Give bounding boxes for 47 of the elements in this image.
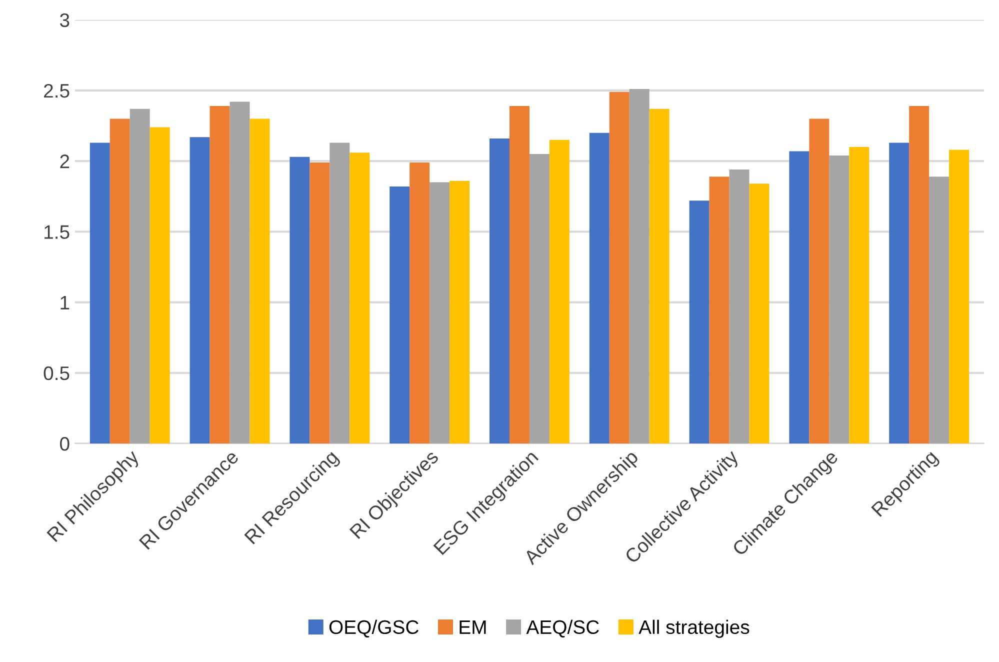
legend-label: AEQ/SC bbox=[526, 620, 599, 638]
bar bbox=[90, 142, 110, 444]
legend-label: OEQ/GSC bbox=[329, 620, 419, 638]
legend-label: All strategies bbox=[638, 620, 750, 638]
bar bbox=[649, 108, 670, 444]
bar bbox=[230, 102, 250, 444]
bar bbox=[410, 162, 430, 444]
bar bbox=[190, 137, 210, 444]
bar bbox=[529, 154, 550, 444]
bar bbox=[490, 138, 510, 444]
bar bbox=[709, 176, 730, 444]
bar bbox=[310, 162, 330, 444]
legend-label: EM bbox=[460, 620, 486, 634]
bar bbox=[430, 182, 450, 444]
bar bbox=[809, 118, 830, 444]
bar bbox=[589, 132, 610, 444]
y-tick-label: 1 bbox=[60, 296, 70, 310]
bar bbox=[110, 118, 130, 444]
bar bbox=[689, 200, 710, 444]
bar bbox=[250, 118, 270, 444]
bar bbox=[350, 152, 370, 444]
bar bbox=[290, 156, 310, 444]
bar bbox=[609, 92, 630, 444]
bar bbox=[450, 180, 470, 444]
bar bbox=[829, 155, 850, 444]
bar bbox=[330, 142, 350, 444]
bar bbox=[889, 142, 910, 444]
bar bbox=[390, 186, 410, 444]
bar bbox=[629, 89, 650, 444]
bar bbox=[729, 170, 750, 444]
bar bbox=[949, 150, 970, 444]
bar bbox=[929, 176, 950, 444]
bar bbox=[909, 106, 930, 444]
y-tick-label: 2 bbox=[60, 154, 70, 168]
bar bbox=[509, 106, 530, 444]
bar bbox=[549, 140, 570, 444]
bar bbox=[749, 184, 770, 444]
bar bbox=[210, 106, 230, 444]
bar bbox=[130, 108, 150, 444]
y-tick-label: 0.5 bbox=[44, 366, 70, 380]
y-tick-label: 3 bbox=[60, 13, 70, 28]
y-tick-label: 1.5 bbox=[44, 225, 70, 239]
bar bbox=[789, 151, 810, 444]
y-tick-label: 2.5 bbox=[44, 84, 70, 98]
bar bbox=[849, 146, 870, 444]
y-tick-label: 0 bbox=[60, 437, 70, 451]
bar bbox=[150, 127, 170, 444]
